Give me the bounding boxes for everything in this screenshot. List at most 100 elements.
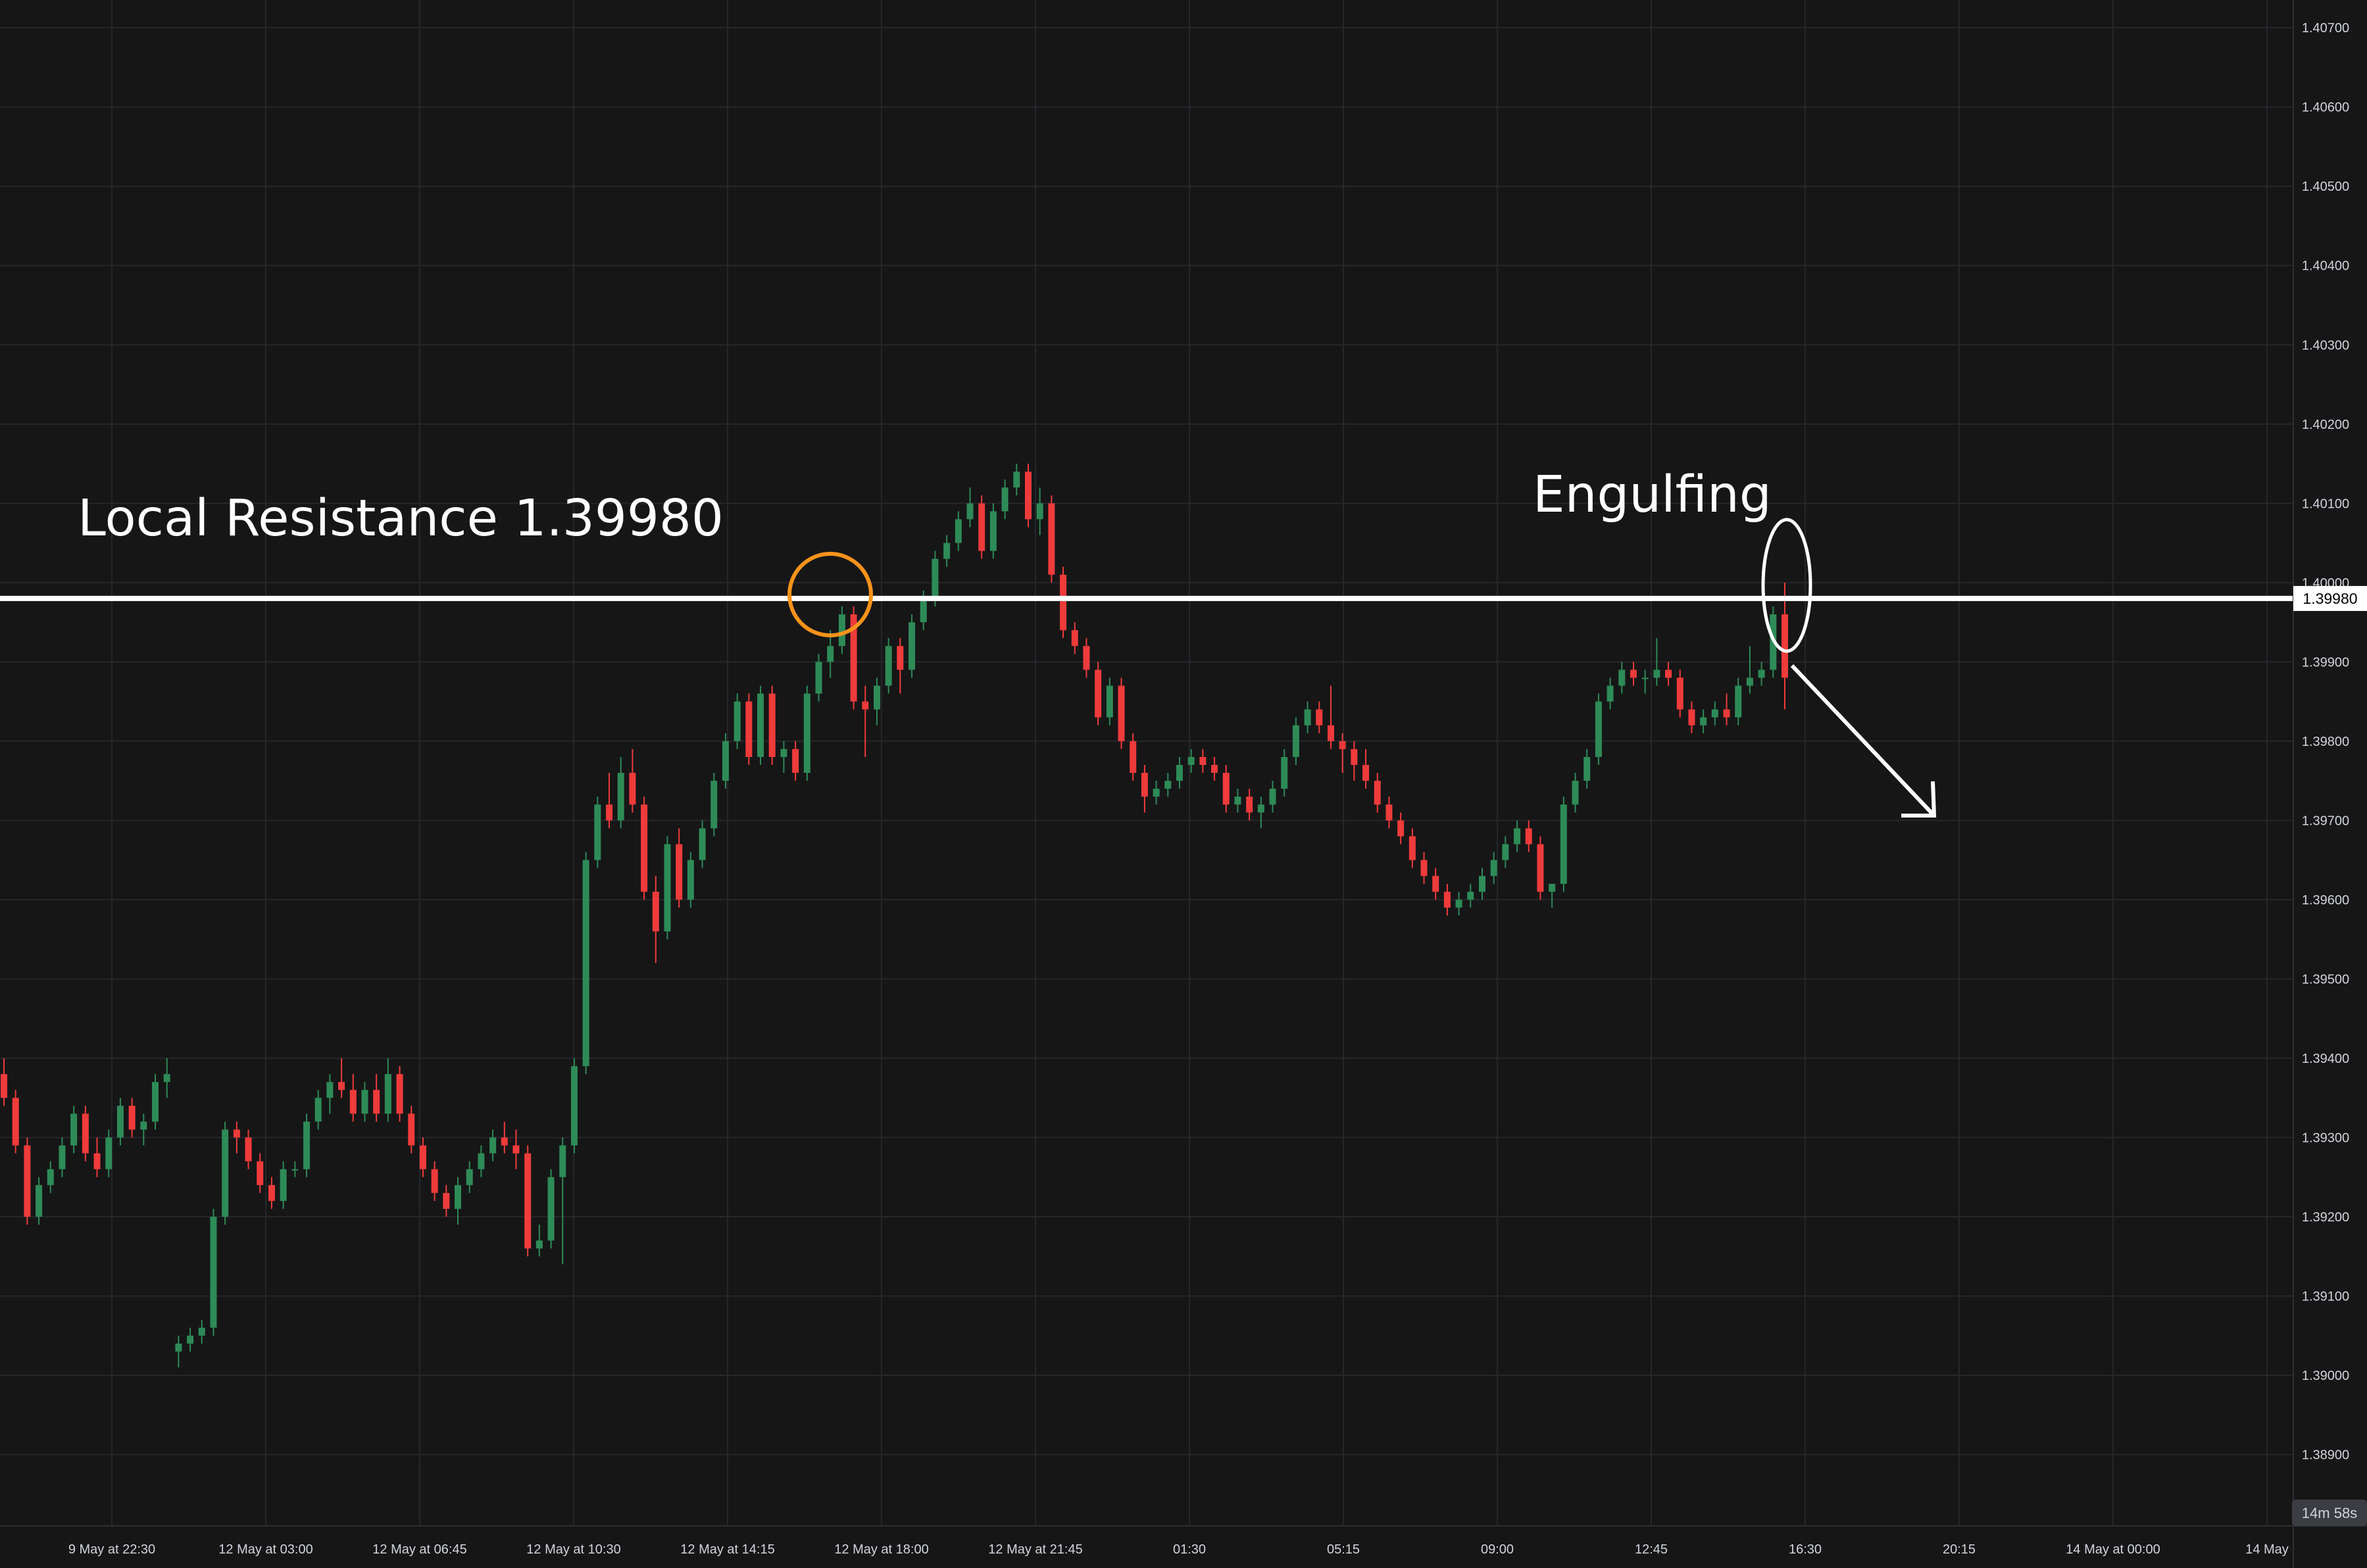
- candle: [1130, 733, 1137, 781]
- candle-body: [512, 1145, 520, 1154]
- candle: [943, 535, 951, 567]
- candle-body: [780, 748, 787, 757]
- candle-body: [466, 1169, 473, 1185]
- candle-body: [257, 1161, 264, 1185]
- candle-body: [163, 1074, 170, 1083]
- candle: [1525, 820, 1532, 852]
- engulfing-ellipse[interactable]: [1761, 518, 1812, 653]
- candle-body: [1746, 677, 1753, 686]
- candle-body: [594, 804, 601, 860]
- candlestick-series: [1, 464, 1788, 1367]
- candle: [105, 1129, 112, 1177]
- candle: [24, 1137, 31, 1225]
- candle: [384, 1058, 391, 1122]
- candle-body: [152, 1082, 159, 1122]
- candle: [1001, 479, 1009, 520]
- candle: [1327, 685, 1334, 749]
- candle-body: [524, 1153, 532, 1249]
- candle-body: [699, 828, 706, 860]
- candle-body: [1269, 789, 1276, 805]
- candle-body: [1304, 709, 1311, 725]
- candle-body: [559, 1145, 566, 1177]
- candle: [1432, 868, 1439, 900]
- candle: [1339, 733, 1346, 773]
- candle-body: [1351, 748, 1358, 766]
- time-tick-label: 16:30: [1789, 1542, 1822, 1557]
- time-tick-label: 12:45: [1635, 1542, 1668, 1557]
- countdown-bg: [2292, 1500, 2367, 1526]
- candle-body: [1246, 796, 1253, 813]
- candle-body: [1653, 670, 1660, 678]
- candle: [1246, 789, 1253, 821]
- candle-body: [1700, 717, 1707, 725]
- candle-body: [1676, 677, 1683, 710]
- candle: [1700, 709, 1707, 733]
- time-tick-label: 9 May at 22:30: [68, 1542, 155, 1557]
- candle-body: [1281, 756, 1288, 789]
- candle-body: [501, 1137, 508, 1146]
- countdown-value: 14m 58s: [2302, 1505, 2357, 1521]
- candle: [803, 685, 810, 781]
- candle-body: [455, 1185, 462, 1209]
- candle: [1, 1058, 7, 1106]
- candle: [1723, 693, 1730, 725]
- candle-body: [838, 614, 845, 647]
- candle: [1199, 748, 1207, 773]
- candle: [897, 638, 904, 694]
- time-tick-label: 12 May at 21:45: [988, 1542, 1082, 1557]
- candle-body: [105, 1137, 112, 1169]
- candle-body: [1583, 756, 1591, 781]
- candle-body: [116, 1106, 124, 1138]
- candle-body: [303, 1121, 311, 1169]
- candle: [838, 606, 845, 654]
- candle-body: [1443, 891, 1451, 908]
- candle-body: [617, 773, 624, 821]
- candle: [1304, 701, 1311, 733]
- candle: [93, 1137, 101, 1177]
- candle: [862, 685, 869, 757]
- candle: [466, 1161, 473, 1193]
- candle: [1665, 662, 1672, 686]
- candle-body: [1432, 875, 1439, 892]
- highlight-circle[interactable]: [787, 552, 873, 637]
- candle-body: [140, 1121, 147, 1130]
- candle-body: [815, 662, 822, 694]
- price-tick-label: 1.38900: [2302, 1448, 2349, 1463]
- time-tick-label: 12 May at 03:00: [218, 1542, 312, 1557]
- candle-body: [1234, 796, 1241, 805]
- candle-body: [1362, 765, 1370, 781]
- candle: [885, 638, 892, 694]
- candle-body: [1024, 472, 1032, 520]
- candle: [1316, 701, 1323, 733]
- price-tick-label: 1.39100: [2302, 1289, 2349, 1304]
- bearish-arrow[interactable]: [1790, 664, 1937, 818]
- drawing-layer: Local Resistance 1.39980 Engulfing: [0, 466, 2293, 818]
- candle-body: [1060, 574, 1067, 631]
- candle-body: [280, 1169, 287, 1201]
- candle: [745, 693, 753, 766]
- candle: [1374, 773, 1381, 813]
- candle: [1362, 748, 1370, 789]
- candle: [303, 1114, 311, 1177]
- candle: [1618, 662, 1626, 694]
- candle: [652, 875, 659, 964]
- candle: [1408, 828, 1416, 868]
- candle-body: [489, 1137, 497, 1154]
- candle: [1176, 756, 1183, 789]
- candle-body: [1257, 804, 1264, 813]
- candle-body: [361, 1090, 368, 1114]
- candle-body: [1176, 765, 1183, 781]
- price-tick-label: 1.40500: [2302, 180, 2349, 194]
- candle: [1653, 638, 1660, 686]
- candle: [780, 741, 787, 773]
- candle-body: [955, 519, 962, 543]
- price-axis[interactable]: 1.40700 1.40600 1.40500 1.40400 1.40300 1.402…: [2293, 0, 2349, 1568]
- candle: [12, 1090, 19, 1154]
- time-axis[interactable]: 9 May at 22:30 12 May at 03:00 12 May at 0…: [0, 1525, 2367, 1557]
- candle-body: [1048, 503, 1055, 575]
- candle-body: [1385, 804, 1393, 821]
- candle: [1281, 748, 1288, 797]
- candle-body: [978, 503, 985, 551]
- chart-grid: [0, 0, 2293, 1526]
